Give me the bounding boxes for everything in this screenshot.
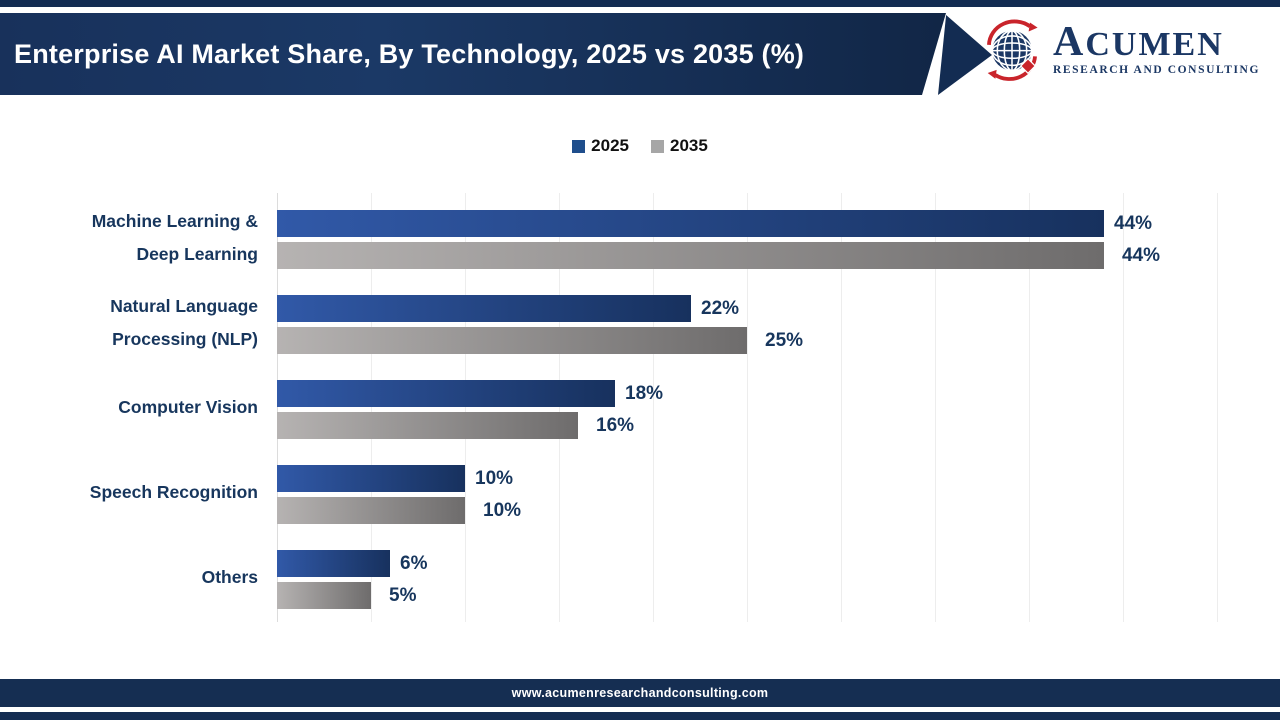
logo-subtitle: RESEARCH AND CONSULTING (1053, 63, 1260, 76)
gridline (747, 193, 748, 622)
value-label-2035-1: 25% (765, 330, 804, 351)
gridline (935, 193, 936, 622)
value-label-2025-2: 18% (625, 383, 664, 404)
page-title: Enterprise AI Market Share, By Technolog… (14, 38, 805, 69)
footer-url: www.acumenresearchandconsulting.com (511, 686, 769, 700)
legend-swatch-2035-icon (651, 139, 664, 153)
logo-name: ACUMEN (1053, 18, 1224, 65)
bar-2035-4 (277, 582, 371, 609)
gridline (559, 193, 560, 622)
top-border-strip (0, 0, 1280, 7)
value-label-2035-0: 44% (1122, 245, 1161, 266)
acumen-logo: ACUMEN RESEARCH AND CONSULTING (980, 18, 1260, 82)
category-label-0: Machine Learning & Deep Learning (91, 211, 258, 264)
value-label-2035-4: 5% (389, 585, 417, 606)
globe-icon (987, 19, 1038, 81)
gridline (371, 193, 372, 622)
value-label-2035-2: 16% (596, 415, 635, 436)
bar-2025-0 (277, 210, 1104, 237)
chart-legend: 2025 2035 (0, 136, 1280, 156)
bar-2025-2 (277, 380, 615, 407)
bar-2035-3 (277, 497, 465, 524)
title-banner: Enterprise AI Market Share, By Technolog… (0, 13, 946, 95)
legend-item-2025: 2025 (572, 136, 629, 156)
value-label-2025-4: 6% (400, 553, 428, 574)
bar-2035-1 (277, 327, 747, 354)
footer-bar: www.acumenresearchandconsulting.com (0, 679, 1280, 707)
value-label-2025-3: 10% (475, 468, 514, 489)
bar-2025-4 (277, 550, 390, 577)
category-label-2: Computer Vision (118, 397, 258, 418)
value-label-2025-0: 44% (1114, 213, 1153, 234)
category-label-3: Speech Recognition (89, 482, 258, 503)
category-label-1: Natural Language Processing (NLP) (110, 296, 258, 349)
bottom-border-strip (0, 712, 1280, 720)
gridline (277, 193, 278, 622)
legend-label-2025: 2025 (591, 136, 629, 155)
value-label-2025-1: 22% (701, 298, 740, 319)
legend-swatch-2025-icon (572, 139, 586, 153)
gridline (465, 193, 466, 622)
gridline (1123, 193, 1124, 622)
gridline (1217, 193, 1218, 622)
bar-2025-1 (277, 295, 691, 322)
value-label-2035-3: 10% (483, 500, 522, 521)
category-label-4: Others (201, 567, 258, 588)
legend-label-2035: 2035 (670, 136, 708, 155)
bar-2035-0 (277, 242, 1104, 269)
gridline (653, 193, 654, 622)
bar-2025-3 (277, 465, 465, 492)
logo-text: ACUMEN RESEARCH AND CONSULTING (1053, 25, 1260, 76)
gridline (841, 193, 842, 622)
legend-item-2035: 2035 (651, 136, 708, 156)
gridline (1029, 193, 1030, 622)
bar-2035-2 (277, 412, 578, 439)
